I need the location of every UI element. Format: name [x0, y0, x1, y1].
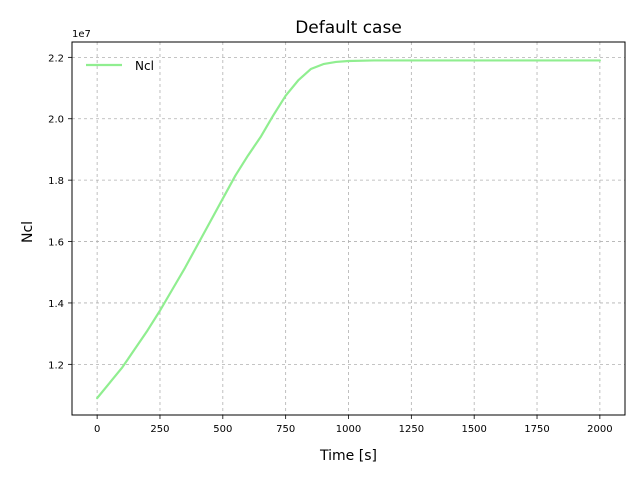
y-tick-label: 2.2: [48, 53, 64, 64]
chart-title: Default case: [295, 18, 402, 38]
x-tick-label: 1000: [336, 424, 361, 435]
y-tick-label: 1.2: [48, 360, 64, 371]
x-tick-label: 1500: [461, 424, 486, 435]
y-tick-label: 1.4: [48, 299, 64, 310]
x-tick-label: 2000: [587, 424, 612, 435]
y-multiplier-label: 1e7: [72, 29, 91, 40]
y-tick-label: 1.8: [48, 176, 64, 187]
x-axis-label: Time [s]: [319, 448, 377, 464]
legend-label: Ncl: [135, 59, 154, 73]
legend: Ncl: [86, 59, 154, 73]
y-tick-label: 1.6: [48, 238, 64, 249]
x-tick-label: 500: [213, 424, 232, 435]
series-line-ncl: [96, 59, 601, 400]
x-tick-label: 0: [94, 424, 100, 435]
grid-layer: [72, 42, 625, 415]
x-tick-label: 250: [150, 424, 169, 435]
y-tick-label: 2.0: [48, 115, 64, 126]
y-axis-label: Ncl: [20, 221, 36, 243]
x-tick-label: 750: [276, 424, 295, 435]
ticks-layer: 0 250 500 750 1000 1250 1500 1750 2000 1.2 1.4 1.6 1…: [48, 53, 612, 435]
x-tick-label: 1750: [524, 424, 549, 435]
x-tick-label: 1250: [399, 424, 424, 435]
